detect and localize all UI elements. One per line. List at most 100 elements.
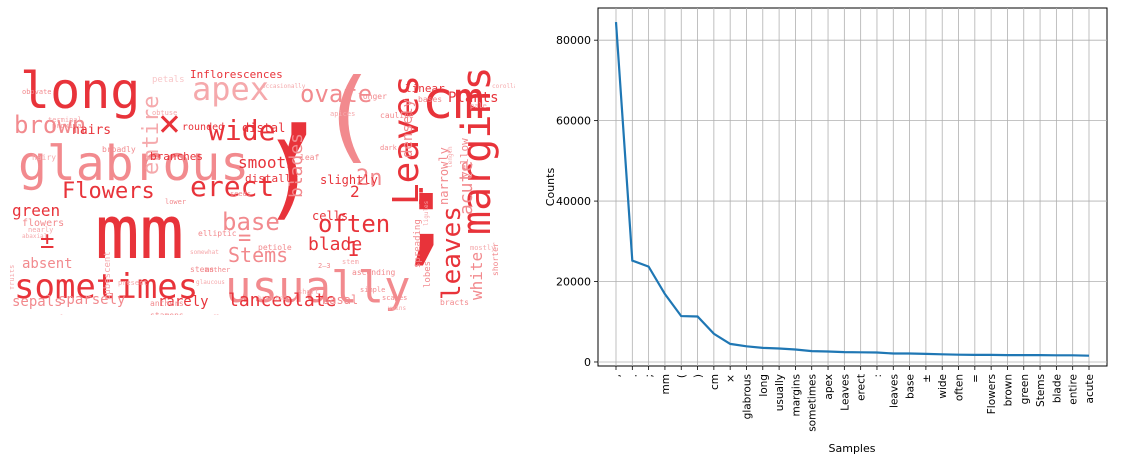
cloud-word: Flowers: [62, 179, 155, 204]
cloud-word: anther: [205, 266, 230, 274]
y-tick-label: 20000: [556, 276, 591, 289]
cloud-word: sepals: [12, 294, 63, 310]
cloud-word: hairs: [72, 123, 111, 138]
x-tick-label: mm: [660, 374, 672, 394]
cloud-word: rounded: [182, 122, 224, 133]
cloud-word: Inflorescences: [190, 68, 283, 81]
cloud-word: basal: [322, 293, 358, 307]
x-tick-label: erect: [856, 374, 868, 401]
cloud-word: present: [118, 279, 148, 287]
cloud-word: ovate: [300, 80, 372, 108]
cloud-word: base: [222, 208, 280, 236]
cloud-word: corollas: [492, 83, 521, 90]
x-tick-label: blade: [1051, 374, 1063, 403]
cloud-word: blade: [308, 234, 362, 255]
x-tick-label: glabrous: [741, 374, 753, 419]
cloud-word: white: [467, 252, 486, 300]
cloud-word: fruits: [8, 265, 16, 290]
cloud-word: usually: [225, 262, 410, 313]
cloud-word: abaxial: [22, 233, 48, 240]
cloud-word: veins: [388, 305, 406, 312]
x-tick-label: =: [970, 374, 982, 383]
cloud-word: distal: [242, 121, 285, 135]
cloud-word: stems: [190, 265, 214, 274]
cloud-word: nearly: [28, 226, 53, 234]
cloud-word: scales: [382, 294, 407, 302]
cloud-word: short: [298, 288, 319, 296]
cloud-word: proximal: [52, 122, 86, 130]
cloud-word: cm: [422, 71, 485, 131]
cloud-word: leaves: [437, 206, 467, 300]
cloud-word: smooth: [238, 153, 296, 172]
x-tick-label: entire: [1068, 374, 1080, 405]
cloud-word: mm: [95, 190, 184, 276]
x-tick-label: usually: [774, 374, 786, 411]
x-tick-label: ±: [921, 374, 933, 383]
cloud-word: flowers: [22, 218, 64, 229]
cloud-word: lower: [165, 198, 186, 206]
cloud-word: distally: [245, 172, 298, 185]
plot-area-frame: [597, 7, 1108, 367]
cloud-word: 2–3: [318, 262, 331, 270]
cloud-word: anthers: [150, 299, 184, 308]
frequency-series-line: [614, 22, 1090, 357]
cloud-word: blades: [286, 133, 307, 198]
cloud-word: 1: [347, 237, 359, 261]
x-tick-label: long: [758, 374, 770, 397]
x-tick-label: .: [627, 374, 639, 377]
cloud-word: entire: [139, 96, 164, 175]
cloud-word: ): [262, 125, 316, 230]
cloud-word: apices: [330, 110, 355, 118]
cloud-word: petiole: [258, 243, 292, 252]
x-tick-label: wide: [937, 374, 949, 399]
cloud-word: Plants: [448, 90, 499, 106]
cloud-word: glaucous: [196, 279, 225, 286]
cloud-word: long: [20, 62, 140, 120]
x-tick-label: Flowers: [986, 374, 998, 414]
cloud-word: margins: [454, 66, 500, 235]
cloud-word: absent: [22, 256, 73, 272]
cloud-word: branched: [258, 295, 287, 302]
cloud-word: often: [318, 210, 390, 238]
cloud-word: slightly: [320, 173, 378, 187]
cloud-word: obtuse: [152, 109, 177, 117]
cloud-word: terminal: [48, 116, 82, 124]
cloud-word: elliptic: [198, 229, 237, 238]
x-tick-label: acute: [1084, 374, 1096, 403]
cloud-word: pubescent: [103, 251, 113, 300]
cloud-word: stem: [342, 258, 359, 266]
cloud-word: simple: [360, 286, 385, 294]
cloud-word: florets: [212, 314, 242, 322]
x-tick-label: (: [676, 374, 688, 378]
cloud-word: pale: [470, 102, 487, 110]
cloud-word: linear: [405, 82, 445, 95]
x-axis-label: Samples: [829, 442, 876, 455]
cloud-word: glabrous: [18, 136, 249, 192]
x-tick-label: Leaves: [839, 374, 851, 411]
x-tick-label: margins: [790, 374, 802, 417]
cloud-word: broadly: [102, 145, 136, 154]
cloud-word: lanceolate: [228, 290, 336, 311]
cloud-word: cells: [312, 209, 348, 223]
cloud-word: sparsely: [58, 292, 125, 308]
cloud-word: =: [238, 226, 251, 251]
y-tick-label: 80000: [556, 34, 591, 47]
cloud-word: acute: [456, 161, 477, 215]
y-tick-label: 0: [584, 356, 591, 369]
x-tick-label: ): [693, 374, 705, 378]
cloud-word: 2n: [356, 166, 383, 191]
cloud-word: sometimes: [14, 267, 198, 307]
word-cloud-words: mm,;() cm long glabrous usually margins someti…: [8, 60, 521, 322]
cloud-word: surfaces: [46, 314, 80, 322]
x-tick-label: Stems: [1035, 374, 1047, 407]
cloud-word: :: [412, 177, 430, 212]
x-tick-label: ×: [725, 374, 737, 383]
cloud-word: bracts: [440, 298, 469, 307]
x-tick-label: often: [954, 374, 966, 401]
x-tick-label: base: [905, 374, 917, 399]
cloud-word: leaf: [300, 153, 319, 162]
y-tick-label: 60000: [556, 115, 591, 128]
cloud-word: dark: [380, 144, 398, 152]
word-cloud: mm,;() cm long glabrous usually margins someti…: [8, 60, 521, 322]
cloud-word: 2: [350, 182, 360, 201]
